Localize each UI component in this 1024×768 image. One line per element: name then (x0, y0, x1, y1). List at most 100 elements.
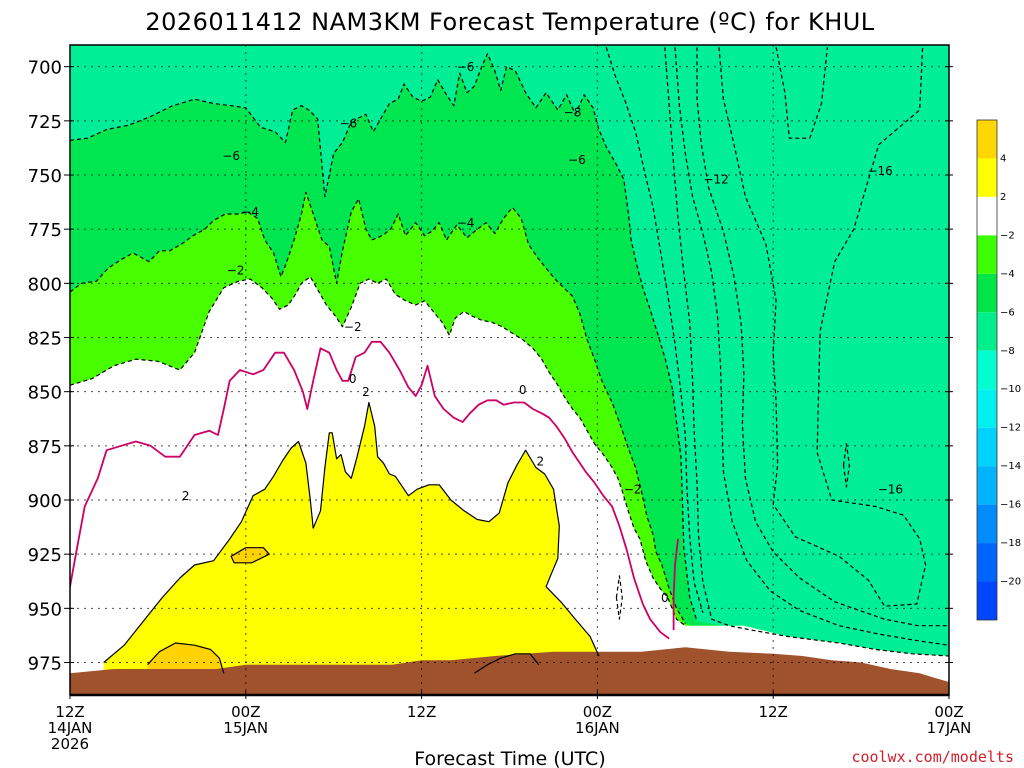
colorbar-swatch (977, 427, 997, 467)
x-tick-line: 17JAN (927, 719, 972, 737)
contour-c4-blob (230, 547, 270, 564)
y-tick-label: 700 (28, 58, 62, 79)
y-tick-label: 775 (28, 220, 62, 241)
y-tick-label: 875 (28, 437, 62, 458)
colorbar-swatch (977, 273, 997, 313)
contour-lines (70, 47, 949, 674)
colorbar-swatch (977, 389, 997, 428)
contour-c-16-small2 (615, 575, 623, 620)
contour-c-16-small1 (842, 443, 851, 488)
colorbar-swatch (977, 235, 997, 274)
contour-label: −4 (241, 205, 259, 219)
y-tick-label: 825 (28, 329, 62, 350)
x-tick-line: 12Z (407, 703, 436, 721)
contour-label: 2 (536, 454, 544, 468)
colorbar-label: −2 (1000, 230, 1015, 241)
contour-label: −6 (568, 153, 586, 167)
colorbar-swatch (977, 196, 997, 236)
x-tick-line: 00Z (231, 703, 260, 721)
x-tick-label: 12Z 14JAN 2026 (48, 703, 93, 753)
colorbar-label: −6 (1000, 307, 1015, 318)
x-tick-label: 12Z (407, 703, 436, 721)
x-tick-line: 12Z (759, 703, 788, 721)
colorbar-label: −12 (1000, 423, 1021, 434)
contour-c-2 (70, 276, 686, 627)
contour-c-8 (605, 47, 704, 613)
contour-label: −2 (624, 483, 642, 497)
contour-label: −8 (564, 106, 582, 120)
contour-label: −6 (222, 149, 240, 163)
contour-label: 0 (519, 383, 527, 397)
y-tick-label: 925 (28, 545, 62, 566)
x-tick-line: 16JAN (575, 719, 620, 737)
contour-c4-left (147, 642, 225, 674)
y-tick-label: 950 (28, 599, 62, 620)
colorbar-label: −20 (1000, 577, 1021, 588)
colorbar-swatch (977, 120, 997, 159)
contour-label: −6 (457, 60, 475, 74)
contour-c-18 (775, 47, 828, 139)
contour-c0 (70, 340, 670, 640)
y-tick-label: 900 (28, 491, 62, 512)
x-axis-title: Forecast Time (UTC) (414, 748, 605, 768)
contour-c2 (103, 401, 600, 663)
site-credit: coolwx.com/modelts (851, 748, 1014, 766)
contour-c4-mid (473, 653, 540, 674)
colorbar: 4 2 −2 −4 −6 −8 −10 −12 −14 −16 −18 −20 (976, 119, 1021, 621)
colorbar-swatch (977, 158, 997, 197)
contour-c-12 (674, 47, 949, 646)
x-tick-line: 15JAN (223, 719, 268, 737)
contour-label: −2 (344, 320, 362, 334)
contour-c-6 (70, 53, 698, 622)
chart-title: 2026011412 NAM3KM Forecast Temperature (… (145, 8, 874, 36)
x-tick-label: 00Z 17JAN (927, 703, 972, 737)
y-tick-label: 800 (28, 274, 62, 295)
colorbar-swatch (977, 350, 997, 390)
contour-label: 0 (349, 372, 357, 386)
band-0_to_2 (103, 402, 602, 695)
colorbar-label: 2 (1000, 192, 1006, 203)
contour-c-14 (696, 47, 949, 627)
contour-label: −6 (339, 116, 357, 130)
colorbar-label: −14 (1000, 461, 1021, 472)
colorbar-swatch (977, 581, 997, 620)
x-tick-label: 12Z (759, 703, 788, 721)
y-tick-label: 725 (28, 112, 62, 133)
x-tick-line: 2026 (51, 735, 89, 753)
contour-label: −2 (227, 264, 245, 278)
colorbar-frame (976, 119, 998, 621)
colorbar-swatch (977, 312, 997, 351)
colorbar-label: −18 (1000, 538, 1021, 549)
y-tick-label: 975 (28, 654, 62, 675)
x-tick-line: 00Z (583, 703, 612, 721)
colorbar-swatch (977, 466, 997, 505)
colorbar-swatch (977, 504, 997, 544)
x-tick-line: 14JAN (48, 719, 93, 737)
x-tick-label: 00Z 15JAN (223, 703, 268, 737)
contour-label: −12 (703, 173, 728, 187)
band--8_to_-6 (70, 47, 949, 656)
contour-label: 0 (661, 591, 669, 605)
x-tick-line: 12Z (55, 703, 84, 721)
colorbar-label: −8 (1000, 346, 1015, 357)
colorbar-label: −4 (1000, 269, 1015, 280)
contour-c-10 (664, 47, 949, 657)
colorbar-label: −10 (1000, 384, 1021, 395)
colorbar-label: 4 (1000, 153, 1006, 164)
contour-label: 2 (182, 489, 190, 503)
contour-label: −16 (878, 483, 903, 497)
colorbar-label: −16 (1000, 500, 1021, 511)
colorbar-swatch (977, 543, 997, 582)
x-tick-label: 00Z 16JAN (575, 703, 620, 737)
x-tick-line: 00Z (934, 703, 963, 721)
temperature-fill (70, 45, 949, 695)
y-tick-label: 750 (28, 166, 62, 187)
contour-c0-small (672, 538, 679, 630)
band-terrain (70, 647, 949, 695)
y-tick-label: 850 (28, 383, 62, 404)
contour-label: 2 (362, 385, 370, 399)
contour-c-4 (70, 191, 686, 624)
